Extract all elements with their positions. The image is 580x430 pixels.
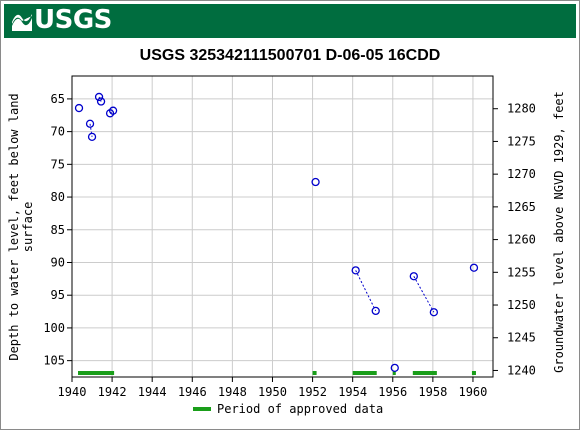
approved-period-bar	[392, 371, 396, 375]
y-tick-label-right: 1240	[507, 363, 536, 377]
data-points	[74, 92, 479, 372]
x-tick-label: 1946	[178, 385, 207, 399]
grid	[72, 76, 493, 377]
y-tick-label-right: 1260	[507, 233, 536, 247]
connector-line	[89, 123, 93, 137]
x-tick-label: 1956	[378, 385, 407, 399]
y-tick-label-right: 1265	[507, 200, 536, 214]
data-point	[94, 92, 104, 102]
data-point	[371, 306, 380, 316]
x-tick-label: 1960	[458, 385, 487, 399]
connector-line	[355, 270, 377, 312]
y-tick-label-right: 1245	[507, 331, 536, 345]
connector-lines	[89, 96, 435, 313]
data-point	[87, 132, 97, 142]
y-tick-label-right: 1275	[507, 134, 536, 148]
y-tick-label-left: 105	[43, 354, 65, 368]
y-tick-label-left: 95	[51, 288, 65, 302]
x-tick-label: 1948	[218, 385, 247, 399]
x-tick-label: 1950	[258, 385, 287, 399]
data-point	[390, 363, 399, 372]
y-tick-label-right: 1270	[507, 167, 536, 181]
y-axis-label-left-line2: surface	[21, 202, 35, 253]
y-tick-label-right: 1280	[507, 102, 536, 116]
approved-period-bar	[78, 371, 115, 375]
y-tick-label-left: 90	[51, 255, 65, 269]
approved-period-bar	[352, 371, 377, 375]
usgs-banner: USGS	[4, 4, 576, 38]
data-point	[409, 272, 418, 281]
x-tick-label: 1942	[98, 385, 127, 399]
approved-period-bar	[412, 371, 437, 375]
data-point	[96, 97, 106, 106]
x-tick-label: 1958	[418, 385, 447, 399]
connector-line	[413, 275, 435, 313]
chart-title: USGS 325342111500701 D-06-05 16CDD	[140, 47, 441, 64]
data-point	[429, 308, 439, 317]
plot-area	[71, 75, 494, 378]
approved-period-bar	[471, 371, 476, 375]
data-point	[351, 266, 360, 275]
legend-swatch	[193, 407, 211, 411]
x-tick-label: 1954	[338, 385, 367, 399]
data-point	[74, 103, 84, 113]
y-tick-label-left: 75	[51, 157, 65, 171]
y-tick-label-left: 100	[43, 321, 65, 335]
data-point	[311, 177, 320, 187]
x-tick-label: 1952	[298, 385, 327, 399]
data-point	[108, 106, 118, 115]
connector-line	[98, 96, 102, 102]
data-point	[85, 119, 95, 128]
y-tick-label-right: 1250	[507, 298, 536, 312]
y-tick-label-left: 80	[51, 190, 65, 204]
x-tick-label: 1944	[138, 385, 167, 399]
approved-periods	[78, 371, 476, 375]
y-tick-label-left: 85	[51, 223, 65, 237]
y-axis-label-right: Groundwater level above NGVD 1929, feet	[552, 91, 566, 373]
approved-period-bar	[312, 371, 317, 375]
usgs-logo-icon	[12, 14, 32, 31]
x-tick-label: 1940	[58, 385, 87, 399]
y-tick-label-right: 1255	[507, 265, 536, 279]
y-tick-label-left: 70	[51, 125, 65, 139]
data-point	[469, 263, 479, 272]
usgs-logo-text: USGS	[34, 5, 112, 35]
y-axis-label-left-line1: Depth to water level, feet below land	[7, 93, 21, 360]
axes: 1940 1942 1944 1946 1948 1950 1952 1954 1956 1958…	[43, 92, 536, 399]
y-tick-label-left: 65	[51, 92, 65, 106]
legend-label: Period of approved data	[217, 402, 383, 416]
